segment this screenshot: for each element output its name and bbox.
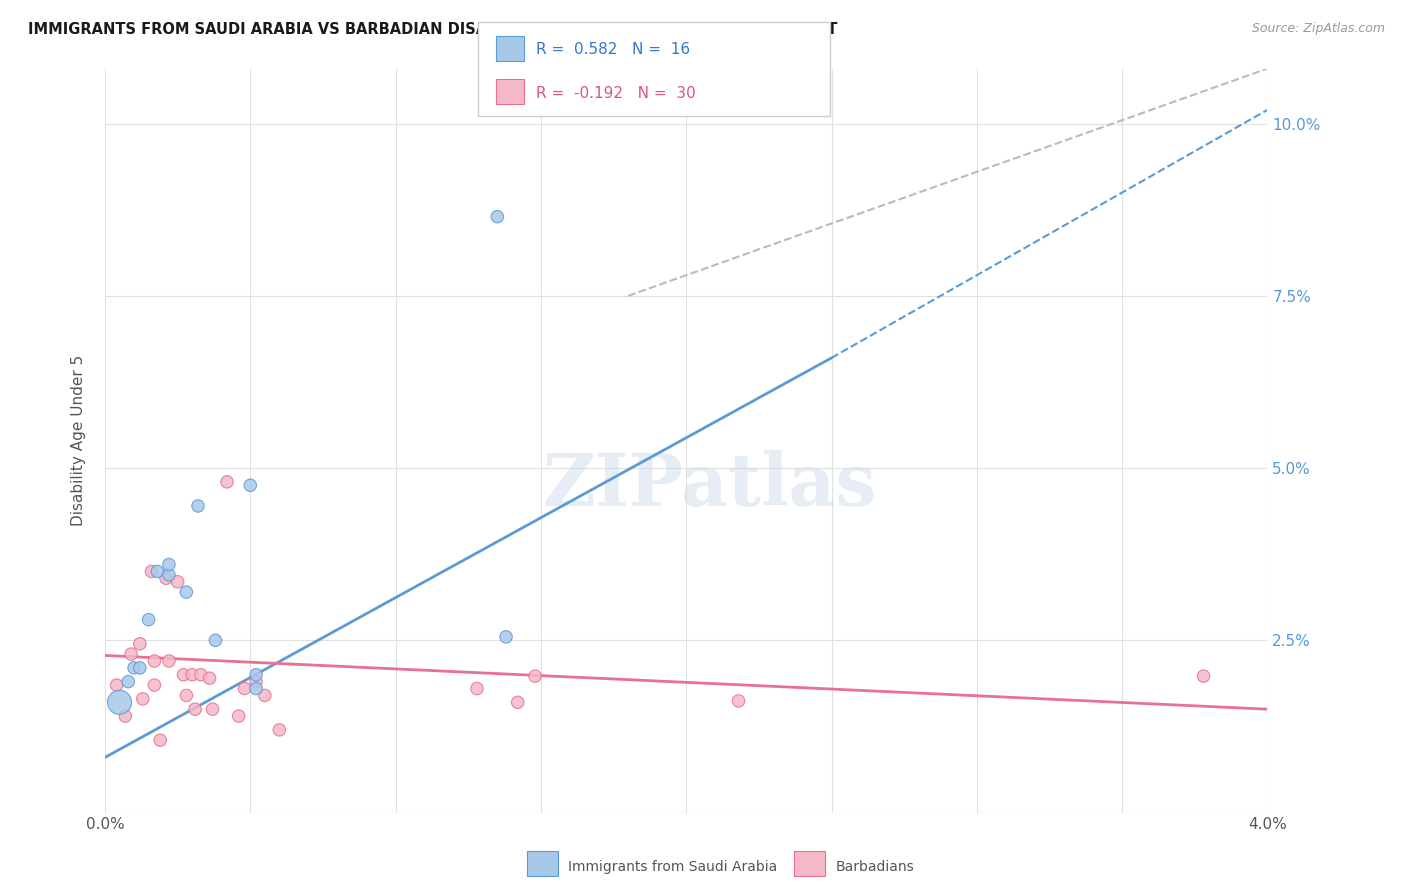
Text: R =  0.582   N =  16: R = 0.582 N = 16	[536, 43, 690, 57]
Point	[465, 681, 488, 696]
Point	[495, 630, 517, 644]
Point	[149, 733, 172, 747]
Point	[155, 571, 177, 585]
Point	[1192, 669, 1215, 683]
Text: Immigrants from Saudi Arabia: Immigrants from Saudi Arabia	[568, 861, 778, 874]
Point	[141, 565, 163, 579]
Point	[198, 671, 221, 685]
Point	[146, 565, 169, 579]
Point	[201, 702, 224, 716]
Text: Barbadians: Barbadians	[835, 861, 914, 874]
Point	[245, 681, 267, 696]
Point	[157, 558, 180, 572]
Point	[245, 667, 267, 681]
Point	[143, 654, 166, 668]
Point	[190, 667, 212, 681]
Point	[245, 674, 267, 689]
Point	[138, 613, 160, 627]
Point	[172, 667, 194, 681]
Point	[157, 567, 180, 582]
Text: IMMIGRANTS FROM SAUDI ARABIA VS BARBADIAN DISABILITY AGE UNDER 5 CORRELATION CHA: IMMIGRANTS FROM SAUDI ARABIA VS BARBADIA…	[28, 22, 838, 37]
Point	[120, 647, 142, 661]
Point	[204, 633, 226, 648]
Point	[253, 689, 276, 703]
Point	[176, 689, 198, 703]
Point	[727, 694, 749, 708]
Point	[117, 674, 139, 689]
Point	[524, 669, 547, 683]
Point	[105, 678, 128, 692]
Text: R =  -0.192   N =  30: R = -0.192 N = 30	[536, 87, 696, 101]
Point	[184, 702, 207, 716]
Point	[108, 695, 131, 709]
Point	[114, 709, 136, 723]
Text: ZIPatlas: ZIPatlas	[543, 450, 876, 521]
Point	[176, 585, 198, 599]
Text: Source: ZipAtlas.com: Source: ZipAtlas.com	[1251, 22, 1385, 36]
Point	[128, 661, 150, 675]
Y-axis label: Disability Age Under 5: Disability Age Under 5	[72, 355, 86, 526]
Point	[157, 654, 180, 668]
Point	[228, 709, 250, 723]
Point	[128, 637, 150, 651]
Point	[239, 478, 262, 492]
Point	[486, 210, 509, 224]
Point	[506, 695, 529, 709]
Point	[132, 691, 155, 706]
Point	[122, 661, 145, 675]
Point	[269, 723, 291, 737]
Point	[233, 681, 256, 696]
Point	[187, 499, 209, 513]
Point	[166, 574, 188, 589]
Point	[181, 667, 204, 681]
Point	[143, 678, 166, 692]
Point	[215, 475, 238, 489]
